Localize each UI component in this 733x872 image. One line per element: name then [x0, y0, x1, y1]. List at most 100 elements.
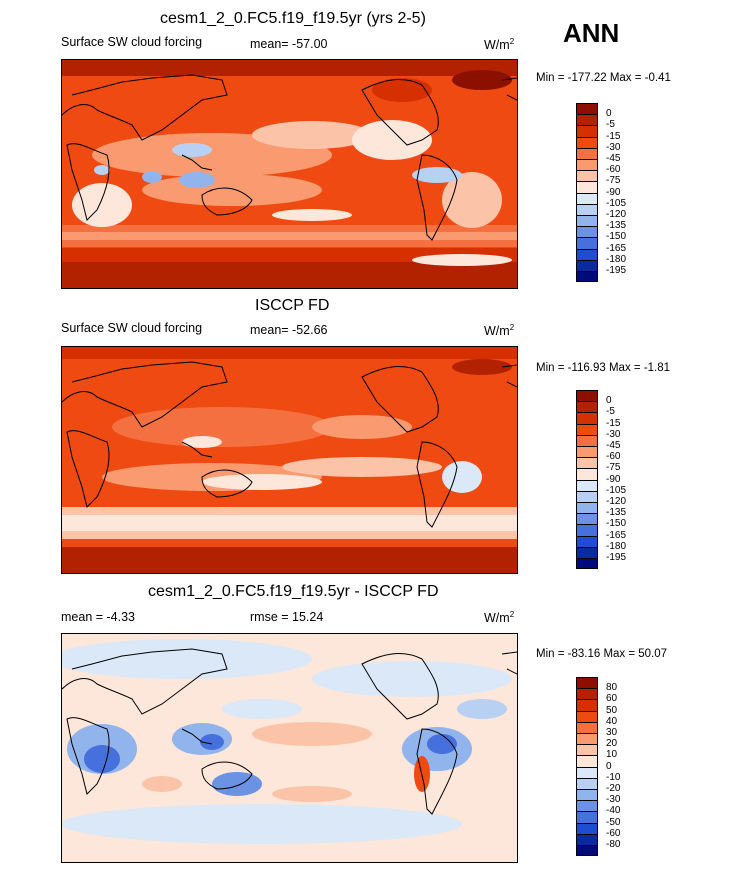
panel2-mean: mean= -52.66 [250, 323, 328, 337]
colorbar-label: -180 [606, 253, 627, 265]
colorbar-label: -195 [606, 265, 627, 276]
colorbar-label: -30 [606, 428, 621, 440]
colorbar-frame [576, 390, 598, 570]
colorbar-label: -60 [606, 164, 621, 176]
colorbar-label: -5 [606, 119, 615, 131]
colorbar-label: -90 [606, 473, 621, 485]
colorbar-cell [576, 423, 598, 435]
colorbar-label: -120 [606, 209, 627, 220]
colorbar-label: -45 [606, 153, 621, 164]
colorbar-label: -30 [606, 141, 621, 153]
colorbar-label: 80 [606, 682, 618, 694]
panel2-variable: Surface SW cloud forcing [61, 321, 203, 335]
colorbar-label: 30 [606, 727, 618, 738]
colorbar-cell [576, 524, 598, 536]
colorbar-label: 0 [606, 108, 612, 120]
colorbar-frame [576, 103, 598, 283]
colorbar-cell [576, 259, 598, 271]
colorbar-label: 40 [606, 715, 618, 727]
colorbar-cell [576, 468, 598, 480]
colorbar-cell [576, 699, 598, 711]
panel3-rmse: rmse = 15.24 [250, 610, 324, 624]
colorbar-cell [576, 181, 598, 193]
colorbar-cell [576, 147, 598, 159]
colorbar-label: -45 [606, 440, 621, 451]
colorbar-label: -50 [606, 816, 621, 828]
colorbar-cell [576, 114, 598, 126]
colorbar-cell [576, 535, 598, 547]
colorbar-cell [576, 215, 598, 227]
colorbar-cell [576, 766, 598, 778]
colorbar-cell [576, 822, 598, 834]
colorbar-cell [576, 789, 598, 801]
colorbar-cell [576, 203, 598, 215]
colorbar-cell [576, 401, 598, 413]
panel1-minmax: Min = -177.22 Max = -0.41 [536, 72, 671, 84]
colorbar-label: -165 [606, 529, 627, 541]
colorbar-cell [576, 159, 598, 171]
colorbar-cell [576, 412, 598, 424]
panel2-units: W/m2 [484, 323, 515, 339]
panel2-map [61, 346, 518, 574]
colorbar-cell [576, 446, 598, 458]
colorbar-cell [576, 777, 598, 789]
colorbar-label: 10 [606, 749, 618, 761]
colorbar-label: -135 [606, 220, 627, 232]
colorbar-label: 60 [606, 693, 618, 705]
colorbar-cell [576, 558, 598, 570]
panel1-map [61, 59, 518, 289]
colorbar-cell [576, 710, 598, 722]
colorbar-label: -80 [606, 839, 621, 850]
panel1-units: W/m2 [484, 37, 515, 53]
colorbar-cell [576, 800, 598, 812]
colorbar-label: 0 [606, 760, 612, 772]
colorbar-cell [576, 192, 598, 204]
season-label: ANN [563, 18, 620, 48]
colorbar-cell [576, 744, 598, 756]
colorbar-cell [576, 833, 598, 845]
colorbar-label: -165 [606, 242, 627, 254]
colorbar-label: 50 [606, 704, 618, 716]
colorbar-cell [576, 390, 598, 402]
colorbar-cell [576, 677, 598, 689]
colorbar-cell [576, 237, 598, 249]
panel3-minmax: Min = -83.16 Max = 50.07 [536, 648, 668, 660]
colorbar-cell [576, 136, 598, 148]
colorbar-label: -195 [606, 552, 627, 563]
colorbar-label: -15 [606, 417, 621, 429]
colorbar-label: -15 [606, 130, 621, 142]
colorbar-cell [576, 811, 598, 823]
colorbar-cell [576, 479, 598, 491]
colorbar-cell [576, 248, 598, 260]
colorbar-label: -75 [606, 175, 621, 187]
colorbar-cell [576, 457, 598, 469]
colorbar-cell [576, 721, 598, 733]
panel3-title: cesm1_2_0.FC5.f19_f19.5yr - ISCCP FD [148, 583, 439, 600]
colorbar-label: -20 [606, 783, 621, 794]
colorbar-label: -75 [606, 462, 621, 474]
colorbar-label: -40 [606, 805, 621, 817]
colorbar-cell [576, 688, 598, 700]
panel1-mean: mean= -57.00 [250, 37, 328, 51]
colorbar-cell [576, 271, 598, 283]
colorbar-label: -105 [606, 197, 627, 209]
panel2-title: ISCCP FD [255, 297, 330, 314]
colorbar-label: -60 [606, 451, 621, 463]
colorbar-label: -60 [606, 827, 621, 839]
colorbar-label: 20 [606, 738, 618, 750]
colorbar-cell [576, 170, 598, 182]
colorbar-label: -150 [606, 518, 627, 530]
panel3-units: W/m2 [484, 610, 515, 626]
colorbar-cell [576, 125, 598, 137]
colorbar-label: -105 [606, 484, 627, 496]
colorbar-label: -30 [606, 794, 621, 806]
panel3-map [61, 633, 518, 863]
colorbar-cell [576, 546, 598, 558]
panel1-title: cesm1_2_0.FC5.f19_f19.5yr (yrs 2-5) [160, 10, 426, 27]
colorbar-label: -5 [606, 406, 615, 418]
colorbar-label: -150 [606, 231, 627, 243]
panel3-mean: mean = -4.33 [61, 610, 136, 624]
colorbar-cell [576, 502, 598, 514]
colorbar-cell [576, 434, 598, 446]
colorbar-label: -135 [606, 507, 627, 519]
